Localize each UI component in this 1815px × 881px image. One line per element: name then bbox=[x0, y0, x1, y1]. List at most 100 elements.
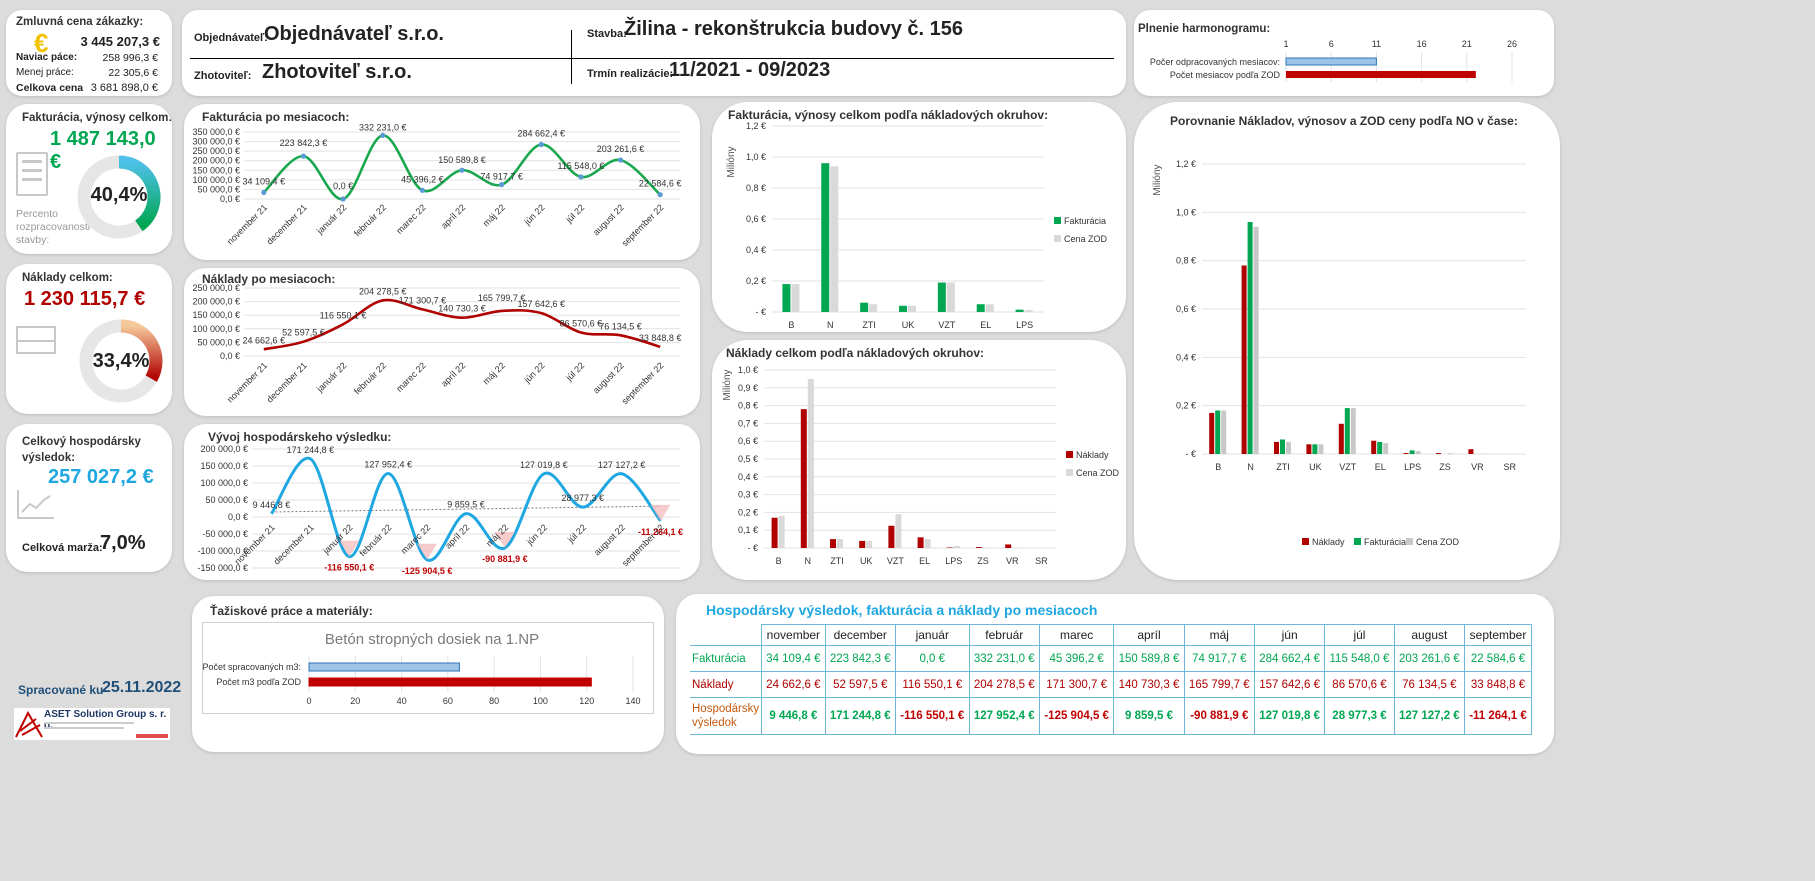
table-header-cell: júl bbox=[1324, 624, 1395, 646]
bar bbox=[888, 525, 895, 548]
bar bbox=[308, 662, 460, 672]
y-tick-label: 100 000,0 € bbox=[200, 478, 248, 488]
data-point bbox=[380, 132, 386, 139]
x-tick-label: máj 22 bbox=[481, 360, 507, 386]
y-tick-label: 0,8 € bbox=[738, 401, 758, 411]
bar bbox=[1318, 444, 1324, 454]
costs-by-area-title: Náklady celkom podľa nákladových okruhov… bbox=[726, 346, 985, 360]
kpi-revenue-caption: Percento rozpracovanosti stavby: bbox=[16, 208, 91, 246]
x-tick-label: apríl 22 bbox=[439, 202, 467, 230]
data-label: 171 244,8 € bbox=[287, 445, 335, 455]
x-tick-label: december 21 bbox=[265, 360, 309, 404]
table-cell: 127 019,8 € bbox=[1253, 697, 1326, 735]
table-header-cell: apríl bbox=[1113, 624, 1185, 646]
x-tick-label: jún 22 bbox=[524, 522, 549, 547]
table-cell: 116 550,1 € bbox=[894, 671, 970, 698]
x-tick-label: 140 bbox=[625, 696, 640, 706]
bar bbox=[308, 677, 592, 687]
contract-title: Zmluvná cena zákazky: bbox=[16, 16, 144, 28]
y-tick-label: 0,4 € bbox=[746, 245, 766, 255]
y-tick-label: 0,6 € bbox=[746, 214, 766, 224]
table-cell: -116 550,1 € bbox=[894, 697, 970, 735]
table-cell: -11 264,1 € bbox=[1463, 697, 1533, 735]
table-row: Náklady 24 662,6 €52 597,5 €116 550,1 €20… bbox=[690, 671, 1533, 698]
legend-swatch bbox=[1302, 538, 1309, 545]
materials-title: Ťažiskové práce a materiály: bbox=[210, 604, 373, 618]
y-tick-label: 1,2 € bbox=[746, 121, 766, 131]
schedule-row1-label: Počer odpracovaných mesiacov: bbox=[1150, 57, 1280, 67]
x-tick-label: SR bbox=[1504, 462, 1517, 472]
bar bbox=[1403, 453, 1409, 454]
schedule-tick: 1 bbox=[1283, 39, 1288, 49]
contract-panel: Zmluvná cena zákazky: € 3 445 207,3 € Na… bbox=[6, 10, 172, 96]
bar bbox=[800, 409, 807, 548]
extra-label: Naviac páce: bbox=[16, 52, 78, 63]
term-value: 11/2021 - 09/2023 bbox=[669, 59, 831, 81]
bar bbox=[771, 517, 778, 548]
data-label: -90 881,9 € bbox=[482, 554, 528, 564]
table-cell: 33 848,8 € bbox=[1463, 671, 1533, 698]
table-header-cell: jún bbox=[1253, 624, 1326, 646]
table-cell: -125 904,5 € bbox=[1038, 697, 1115, 735]
data-label: -116 550,1 € bbox=[324, 563, 374, 573]
company-logo: ASET Solution Group s. r. o. bbox=[14, 708, 170, 740]
bar bbox=[1350, 408, 1356, 454]
header-panel: Objednávateľ: Objednávateľ s.r.o. Zhotov… bbox=[182, 10, 1126, 96]
table-header-cell: august bbox=[1393, 624, 1465, 646]
bar bbox=[1468, 449, 1474, 454]
table-header-cell: máj bbox=[1183, 624, 1255, 646]
table-row: Fakturácia 34 109,4 €223 842,3 €0,0 €332 … bbox=[690, 645, 1533, 672]
data-point bbox=[459, 167, 465, 173]
table-cell: 127 952,4 € bbox=[968, 697, 1040, 735]
invoicing-chart: 350 000,0 €300 000,0 €250 000,0 €200 000… bbox=[192, 122, 682, 248]
bar bbox=[1286, 441, 1291, 454]
client-label: Objednávateľ: bbox=[194, 32, 268, 44]
x-tick-label: ZTI bbox=[1276, 462, 1290, 472]
table-cell: 86 570,6 € bbox=[1324, 671, 1395, 698]
kpi-costs-title: Náklady celkom: bbox=[22, 272, 113, 284]
category-label: Počet spracovaných m3: bbox=[202, 662, 301, 672]
x-tick-label: ZS bbox=[977, 556, 989, 566]
bar bbox=[1280, 439, 1285, 454]
y-tick-label: -100 000,0 € bbox=[197, 546, 248, 556]
negative-marker bbox=[650, 504, 671, 521]
table-cell: 140 730,3 € bbox=[1113, 671, 1185, 698]
y-tick-label: -150 000,0 € bbox=[197, 563, 248, 573]
kpi-result-panel: Celkový hospodársky výsledok: 257 027,2 … bbox=[6, 424, 172, 572]
bar bbox=[778, 515, 785, 548]
schedule-bar-done bbox=[1285, 57, 1377, 66]
y-tick-label: 250 000,0 € bbox=[192, 146, 240, 156]
legend-swatch bbox=[1354, 538, 1361, 545]
contractor-name: Zhotoviteľ s.r.o. bbox=[262, 61, 412, 83]
costs-title: Náklady po mesiacoch: bbox=[202, 272, 336, 286]
y-tick-label: - € bbox=[1185, 449, 1196, 459]
legend-swatch bbox=[1054, 235, 1061, 242]
table-cell: 9 446,8 € bbox=[761, 697, 826, 735]
kpi-revenue-panel: Fakturácia, výnosy celkom: 1 487 143,0 €… bbox=[6, 104, 172, 254]
table-cell: 22 584,6 € bbox=[1463, 645, 1533, 672]
y-tick-label: 200 000,0 € bbox=[200, 444, 248, 454]
x-tick-label: apríl 22 bbox=[439, 360, 467, 388]
legend-label: Cena ZOD bbox=[1416, 537, 1460, 547]
y-tick-label: 100 000,0 € bbox=[192, 324, 240, 334]
legend-label: Náklady bbox=[1076, 450, 1109, 460]
schedule-tick: 16 bbox=[1417, 39, 1427, 49]
y-tick-label: 0,1 € bbox=[738, 525, 758, 535]
data-label: 157 642,6 € bbox=[517, 299, 565, 309]
bar bbox=[1024, 310, 1033, 312]
x-tick-label: november 21 bbox=[225, 202, 269, 246]
x-tick-label: VR bbox=[1006, 556, 1019, 566]
table-corner bbox=[690, 625, 762, 646]
x-tick-label: B bbox=[776, 556, 782, 566]
y-tick-label: 0,7 € bbox=[738, 418, 758, 428]
data-label: 22 584,6 € bbox=[639, 179, 682, 189]
table-cell: 171 244,8 € bbox=[824, 697, 896, 735]
y-tick-label: 150 000,0 € bbox=[200, 461, 248, 471]
legend-swatch bbox=[1066, 469, 1073, 476]
data-point bbox=[657, 192, 663, 198]
data-label: -125 904,5 € bbox=[402, 566, 453, 576]
data-label: 127 127,2 € bbox=[598, 460, 646, 470]
data-label: 127 019,8 € bbox=[520, 460, 568, 470]
y-axis-label: Milióny bbox=[1152, 164, 1163, 195]
trend-icon bbox=[17, 490, 54, 519]
